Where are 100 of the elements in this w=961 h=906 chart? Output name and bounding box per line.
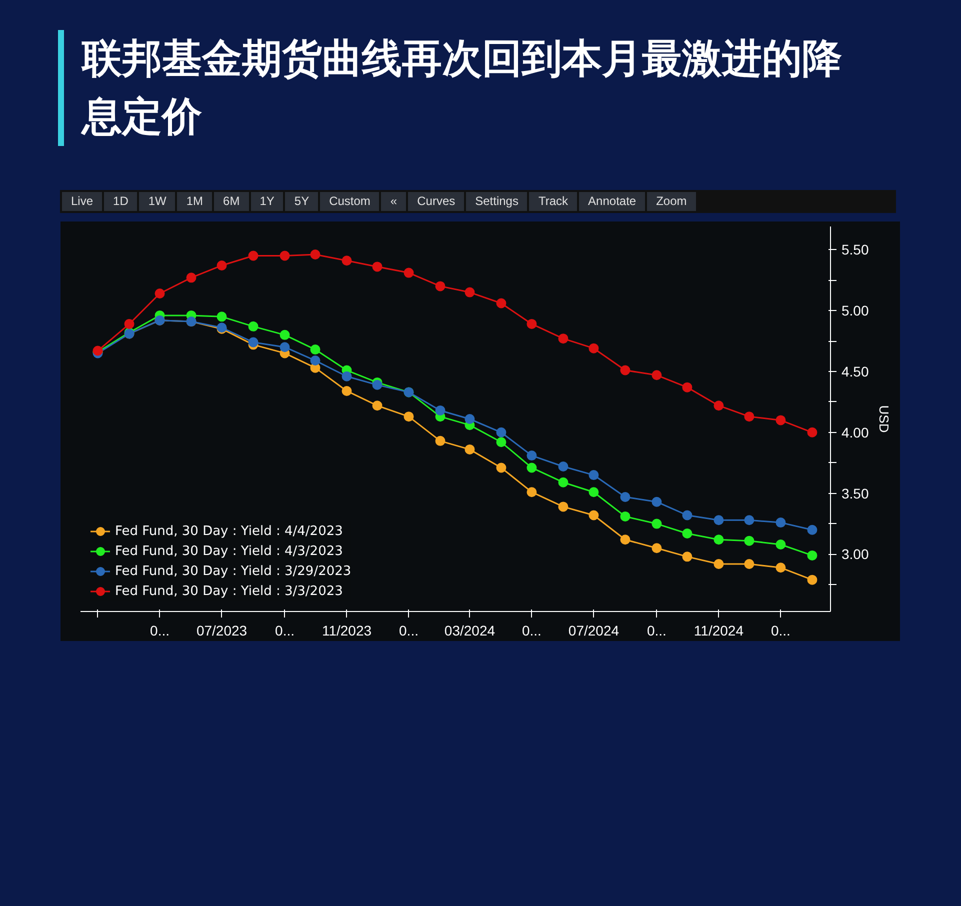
text: Custom [320, 192, 380, 212]
point [372, 400, 382, 411]
point [216, 260, 227, 270]
text: Zoom [647, 192, 696, 212]
point [682, 510, 692, 520]
point [464, 287, 475, 298]
point [342, 386, 352, 396]
y-tick-label: 3.50 [842, 485, 869, 502]
point [280, 342, 290, 352]
point [744, 558, 754, 569]
point [776, 415, 786, 426]
point [496, 437, 506, 448]
point [682, 528, 692, 539]
point [310, 344, 320, 355]
point [464, 444, 475, 454]
point [186, 272, 196, 283]
text: Annotate [579, 192, 646, 212]
point [714, 400, 724, 411]
y-tick-label: 4.50 [842, 363, 869, 380]
point [652, 370, 662, 380]
point [620, 511, 630, 522]
point [558, 334, 568, 344]
point [280, 330, 290, 340]
point [558, 462, 568, 472]
point [776, 540, 786, 550]
x-tick-label: 03/2024 [444, 622, 496, 638]
point [342, 371, 352, 382]
point [776, 562, 786, 573]
point [496, 427, 506, 438]
point [372, 262, 382, 272]
point [620, 492, 630, 502]
x-tick-label: 11/2023 [322, 622, 372, 638]
x-tick-label: 0... [150, 622, 170, 638]
text: 1D [104, 192, 138, 212]
point [652, 518, 662, 529]
x-tick-label: 0... [770, 622, 790, 638]
point [310, 356, 320, 366]
text: 5Y [285, 192, 318, 212]
x-tick-label: 07/2024 [568, 622, 620, 638]
point [588, 470, 599, 480]
legend-label: Fed Fund, 30 Day : Yield : 3/29/2023 [115, 564, 352, 578]
point [807, 574, 818, 585]
x-tick-label: 0... [275, 622, 295, 638]
point [248, 321, 258, 332]
point [372, 380, 382, 390]
point [404, 268, 414, 278]
point [588, 343, 599, 354]
x-tick-label: 11/2024 [694, 622, 744, 638]
legend-label: Fed Fund, 30 Day : Yield : 4/4/2023 [115, 524, 343, 538]
x-tick-label: 07/2023 [196, 622, 248, 638]
text: « [381, 192, 406, 212]
text: Curves [408, 192, 464, 212]
point [342, 256, 352, 266]
text: 6M [214, 192, 249, 212]
x-tick-label: 0... [646, 622, 666, 638]
text: 1W [139, 192, 176, 212]
point [714, 534, 724, 545]
point [526, 450, 537, 461]
point [620, 365, 630, 376]
y-tick-label: 5.00 [842, 302, 869, 319]
point [496, 462, 506, 473]
point [526, 318, 537, 329]
legend-label: Fed Fund, 30 Day : Yield : 4/3/2023 [115, 544, 343, 558]
legend-label: Fed Fund, 30 Day : Yield : 3/3/2023 [115, 584, 343, 598]
point [310, 250, 320, 260]
point [248, 337, 258, 348]
point [682, 382, 692, 392]
chart-title: 联邦基金期货曲线再次回到本月最激进的降息定价 [58, 30, 878, 146]
y-axis-title: USD [876, 405, 892, 433]
point [588, 510, 599, 520]
point [620, 534, 630, 545]
point [435, 405, 446, 416]
text: 1Y [250, 192, 284, 212]
x-tick-label: 0... [399, 622, 418, 638]
text: Settings [466, 192, 528, 212]
point [714, 515, 724, 526]
point [526, 487, 537, 498]
point [682, 552, 692, 562]
point [744, 536, 754, 546]
point [248, 250, 258, 261]
point [807, 427, 818, 438]
point [807, 550, 818, 560]
text: Live [62, 192, 102, 212]
point [216, 312, 227, 322]
point [435, 281, 446, 292]
point [464, 414, 475, 424]
point [124, 318, 134, 329]
x-tick-label: 0... [522, 622, 542, 638]
point [558, 477, 568, 488]
point [744, 515, 754, 526]
point [776, 518, 786, 528]
point [404, 412, 414, 422]
point [744, 412, 754, 422]
point [588, 487, 599, 498]
text: 1M [177, 192, 212, 212]
y-tick-label: 5.50 [842, 242, 869, 258]
point [280, 250, 290, 261]
point [558, 502, 568, 512]
point [496, 298, 506, 308]
y-tick-label: 4.00 [842, 424, 869, 440]
